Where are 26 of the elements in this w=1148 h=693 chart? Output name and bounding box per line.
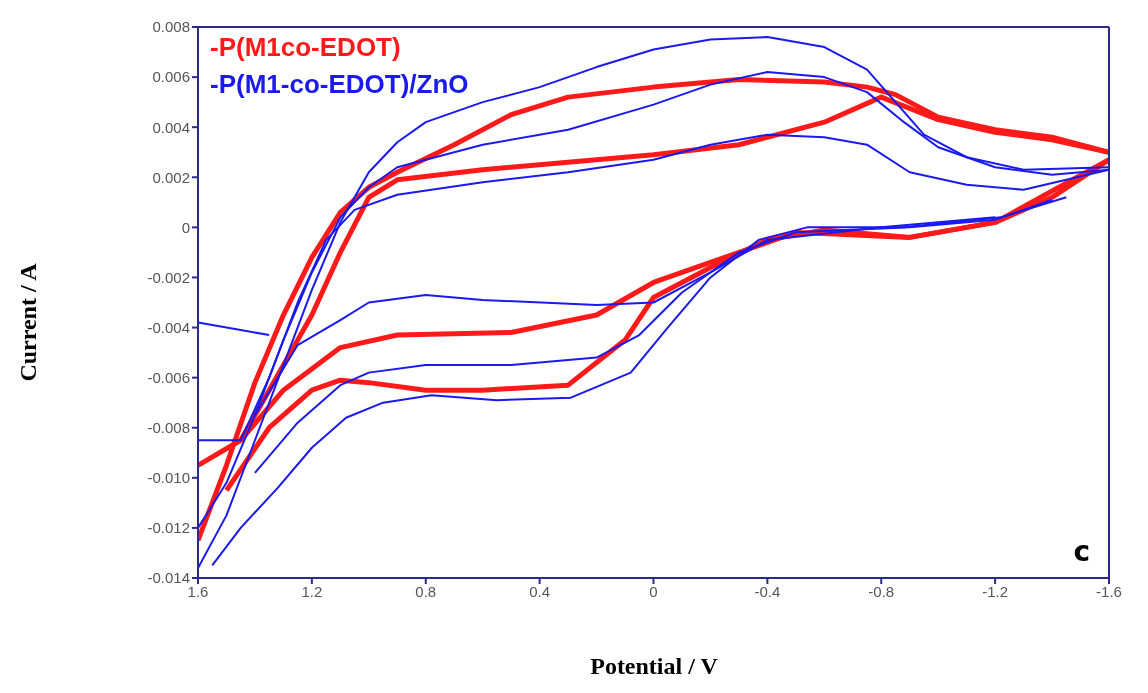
x-tick-label: -1.6 — [1096, 582, 1122, 600]
x-tick-label: 1.6 — [187, 582, 209, 600]
y-tick-label: 0.008 — [152, 18, 190, 36]
y-tick-label: -0.014 — [147, 569, 190, 587]
y-axis-title: Current / A — [14, 262, 42, 382]
x-tick-label: -0.4 — [754, 582, 781, 600]
y-tick-label: -0.004 — [147, 318, 190, 336]
y-tick-label: 0.006 — [152, 68, 190, 86]
y-tick-label: -0.010 — [147, 469, 190, 487]
series-label: -P(M1-co-EDOT)/ZnO — [206, 69, 473, 100]
x-tick-label: 0.4 — [529, 582, 551, 600]
y-tick-label: -0.008 — [147, 419, 190, 437]
text: -P(M1co-EDOT) — [206, 32, 473, 63]
x-tick-label: 0 — [649, 582, 658, 600]
y-tick-label: 0 — [181, 218, 190, 236]
y-tick-label: 0.004 — [152, 118, 190, 136]
x-tick-label: 0.8 — [415, 582, 437, 600]
y-tick-label: -0.006 — [147, 368, 190, 386]
y-tick-label: 0.002 — [152, 168, 190, 186]
y-tick-label: -0.002 — [147, 268, 190, 286]
x-tick-label: -1.2 — [982, 582, 1009, 600]
annotation: c — [1073, 535, 1090, 568]
y-tick-label: -0.012 — [147, 519, 190, 537]
x-axis-title: Potential / V — [589, 653, 719, 680]
x-tick-label: -0.8 — [868, 582, 895, 600]
x-tick-label: 1.2 — [301, 582, 323, 600]
